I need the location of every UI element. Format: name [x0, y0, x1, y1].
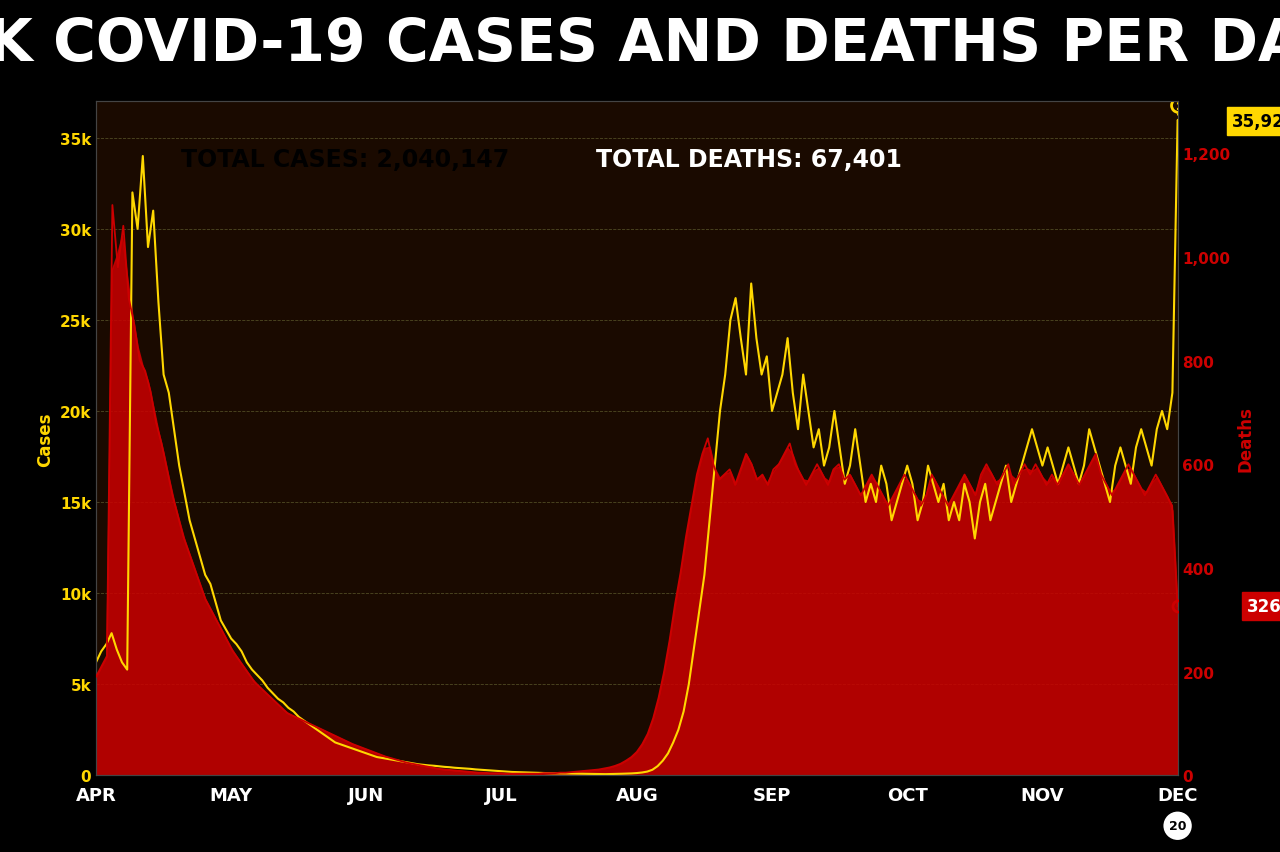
Y-axis label: Deaths: Deaths	[1236, 406, 1254, 472]
Text: UK COVID-19 CASES AND DEATHS PER DAY: UK COVID-19 CASES AND DEATHS PER DAY	[0, 16, 1280, 73]
Text: 326: 326	[1247, 597, 1280, 615]
Text: TOTAL DEATHS: 67,401: TOTAL DEATHS: 67,401	[596, 147, 901, 172]
Text: TOTAL CASES: 2,040,147: TOTAL CASES: 2,040,147	[182, 147, 509, 172]
Text: 35,928: 35,928	[1233, 112, 1280, 130]
Y-axis label: Cases: Cases	[36, 412, 54, 466]
Text: 20: 20	[1169, 820, 1187, 832]
